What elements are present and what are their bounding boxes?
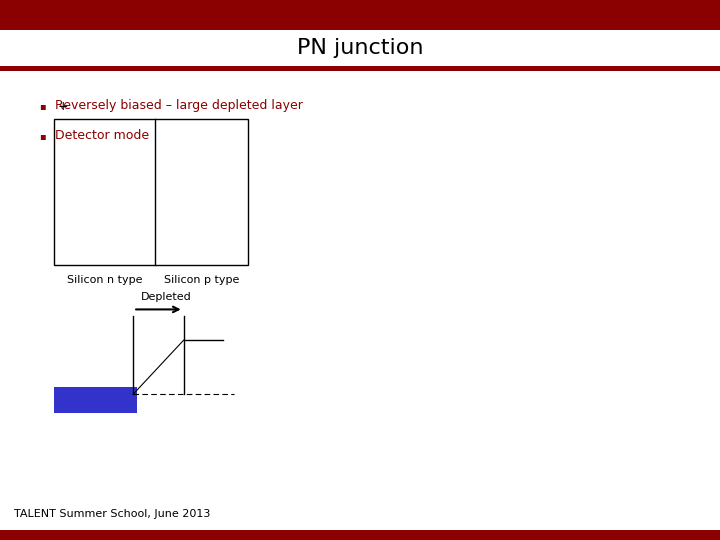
Bar [54,119,248,265]
Text: Reversely biased – large depleted layer: Reversely biased – large depleted layer [55,99,303,112]
Text: +: + [58,100,68,113]
Bar [54,387,137,413]
Text: TALENT Summer School, June 2013: TALENT Summer School, June 2013 [14,509,211,519]
Text: Silicon p type: Silicon p type [164,275,240,286]
Text: PN junction: PN junction [297,38,423,58]
Text: ▪: ▪ [40,131,46,140]
Text: Silicon n type: Silicon n type [67,275,143,286]
Text: Detector mode: Detector mode [55,129,150,142]
Bar [0,0,720,30]
Text: ▪: ▪ [40,101,46,111]
Text: Depleted: Depleted [140,292,191,302]
Bar [0,530,720,540]
Bar [0,66,720,71]
